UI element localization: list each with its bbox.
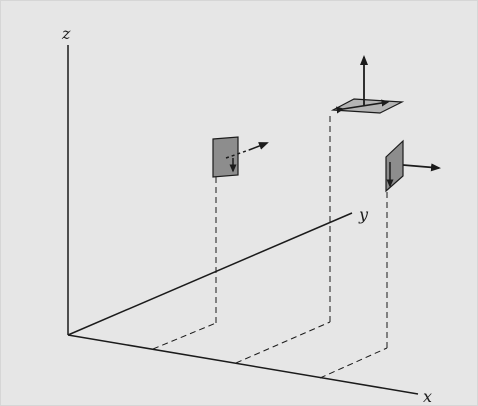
plane-right [385,139,404,193]
vertical-drop-lines [215,112,388,348]
floor-dash-middle [235,321,331,364]
y-axis [67,212,353,336]
x-axis-label: x [423,387,432,406]
y-axis-label: y [358,205,369,224]
element-top [330,55,405,114]
element-right [385,139,441,193]
normal-arrow-left [248,142,269,151]
plane-left [212,136,239,178]
floor-dash-right [319,347,388,379]
normal-arrow-left-dashed [225,149,250,159]
z-axis-label: z [61,24,71,43]
normal-arrow-right [402,163,441,172]
element-left [212,136,269,178]
floor-dash-left [152,322,217,350]
floor-projection-lines [152,321,388,379]
shear-arrow-top [336,99,390,114]
plane-top [330,98,405,114]
x-axis [67,334,419,395]
